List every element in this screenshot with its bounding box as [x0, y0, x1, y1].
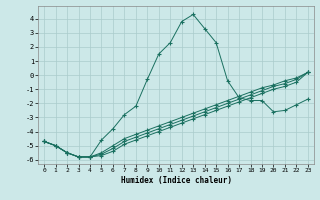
X-axis label: Humidex (Indice chaleur): Humidex (Indice chaleur) — [121, 176, 231, 185]
